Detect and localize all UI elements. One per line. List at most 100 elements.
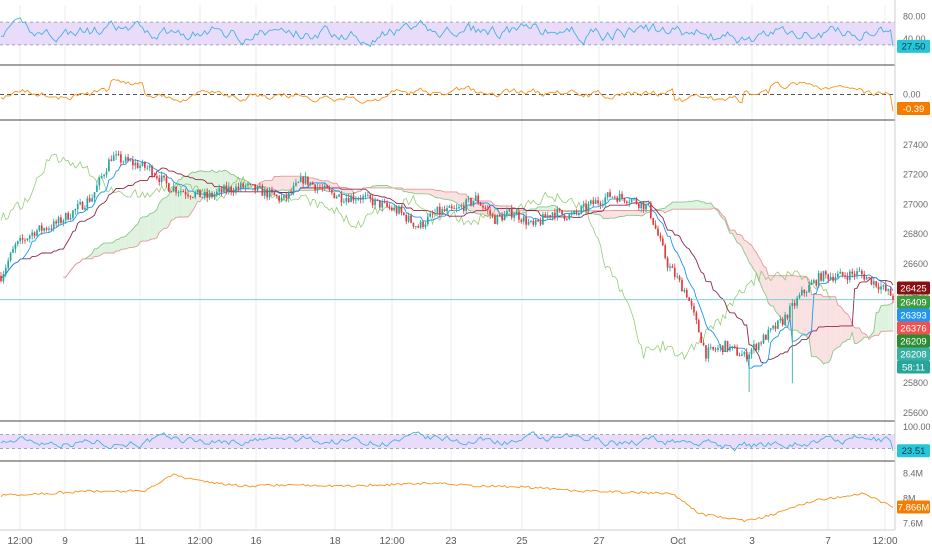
candle-body [158,178,161,183]
cloud-segment [420,189,424,194]
candle-body [407,215,410,222]
candle-body [822,271,825,281]
candle-body [470,198,472,205]
cloud-segment [276,176,280,191]
oscillator-pane[interactable] [0,79,895,112]
candle-body [647,202,650,205]
tag-background [897,347,930,361]
rsi-band [0,22,895,45]
candle-body [676,276,679,278]
candle-body [693,305,695,313]
cloud-segment [804,276,807,337]
cloud-segment [763,266,766,296]
candle-body [712,346,715,350]
candle-body [314,184,316,191]
price-tag-1: 26409 [897,295,930,309]
price-pane[interactable] [0,150,895,393]
candle-body [455,208,458,210]
x-tick-label: 9 [62,536,68,547]
candle-body [532,220,535,225]
cloud-segment [756,252,759,280]
cloud-segment [634,210,637,216]
candle-body [151,165,153,176]
candle-body [120,154,122,163]
cloud-segment [662,208,666,214]
candle-body [669,266,671,268]
cloud-segment [857,327,860,344]
candle-body [307,176,309,185]
cloud-segment [164,197,167,229]
candle-body [271,189,273,193]
x-tick-label: 23 [445,536,457,547]
candle-body [263,189,266,196]
candle-body [175,186,177,193]
cloud-segment [823,296,826,365]
cloud-segment [214,171,217,197]
candle-body [383,202,386,203]
cloud-segment [770,275,774,307]
candle-body [50,228,53,230]
time-axis[interactable]: 12:00 9 11 12:00 16 18 12:00 23 25 27 Oct 3 7 12:00 [7,536,897,547]
candle-body [549,215,551,217]
candle-body [791,302,794,307]
candle-body [494,215,496,225]
rsi-top-pane[interactable] [0,17,895,48]
candle-body [793,302,796,306]
candle-body [31,232,34,236]
price-tag-4: 26209 [897,334,930,348]
candle-body [328,188,331,190]
cloud-segment [785,275,788,327]
candle-body [304,176,307,184]
tag-text: 26208 [900,349,926,360]
tag-background [897,500,930,514]
candle-body [738,355,741,357]
cloud-segment [132,226,136,248]
candle-body [237,186,240,189]
volume-line-pane[interactable] [0,473,894,523]
cloud-segment [154,209,157,239]
ichimoku-span-a [63,169,894,365]
cloud-segment [435,190,438,198]
cloud-segment [118,237,121,252]
cloud-segment [123,236,126,250]
cloud-segment [171,186,174,221]
cloud-segment [605,210,608,219]
cloud-segment [799,276,802,334]
y-tick-label: 27400 [903,140,928,150]
rsi-bottom-value-tag: 23.51 [897,444,930,458]
candle-body [242,183,245,188]
candle-body [865,277,868,280]
cloud-segment [461,194,464,206]
candle-body [338,194,340,197]
candle-body [84,207,86,210]
y-tick-label: 25800 [903,378,928,388]
candle-body [820,273,822,281]
cloud-segment [439,190,443,199]
candle-body [148,165,151,168]
candle-body [539,221,542,225]
cloud-segment [547,206,551,211]
cloud-segment [610,210,613,219]
candle-body [331,189,333,193]
candle-body [880,286,882,290]
candle-body [839,271,842,274]
tag-background [897,321,930,335]
candle-body [834,277,837,281]
cloud-segment [295,176,299,192]
candle-body [657,228,659,236]
candle-body [616,197,619,202]
tag-text: 26376 [900,323,926,334]
candle-body [206,192,209,198]
candle-body [582,203,585,207]
candle-body [587,203,590,211]
cloud-segment [92,248,95,259]
candle-body [79,202,81,205]
cloud-segment [384,185,388,188]
cloud-segment [415,189,419,194]
x-tick-label: 12:00 [187,536,212,547]
candle-body [808,285,810,293]
rsi-bottom-pane[interactable] [0,431,895,452]
cloud-segment [451,191,455,202]
candle-body [244,185,247,188]
